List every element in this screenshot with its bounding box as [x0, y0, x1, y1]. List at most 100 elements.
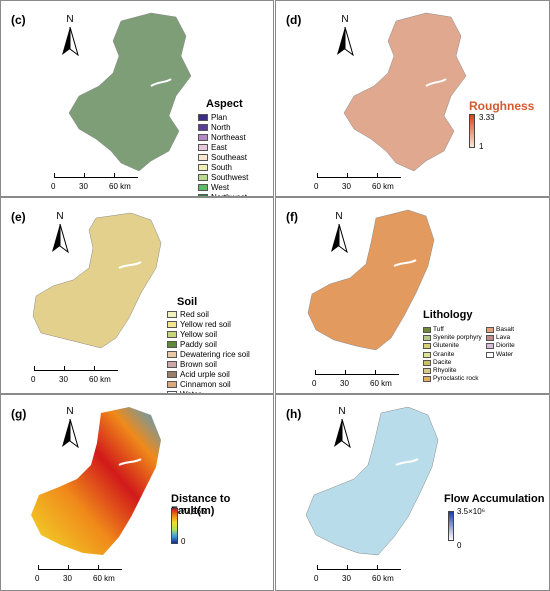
panel-label: (e)	[11, 210, 26, 224]
panel-label: (h)	[286, 407, 302, 421]
scale-label-30: 30	[340, 379, 349, 388]
panel-label: (d)	[286, 13, 302, 27]
legend-swatch	[167, 321, 177, 328]
panel-c-aspect: (c) N Aspect 0 30 60 km Plan North Northea…	[0, 0, 274, 197]
legend-label: Cinnamon soil	[180, 380, 231, 389]
aspect-map	[68, 12, 192, 172]
roughness-min: 1	[479, 142, 484, 151]
distance-max: 77,965	[181, 507, 206, 516]
legend-label: Granite	[433, 350, 455, 358]
scale-bar: 0 30 60 km	[314, 173, 404, 196]
legend-swatch	[167, 351, 177, 358]
north-label: N	[66, 14, 74, 25]
scale-label-60: 60 km	[89, 375, 111, 384]
north-label: N	[335, 211, 343, 222]
legend-title: Roughness	[469, 99, 535, 113]
panel-g-distance-to-fault: (g) N Distance to Fault(m) 77,965 0 0 30…	[0, 394, 274, 591]
legend-label: Northeast	[211, 133, 246, 142]
distance-min: 0	[181, 537, 186, 546]
panel-e-soil: (e) N Soil 0 30 60 km Red soil Yellow red…	[0, 197, 274, 394]
panel-label: (c)	[11, 13, 26, 27]
legend-label: Basalt	[496, 326, 515, 333]
north-arrow-icon: N	[59, 14, 81, 61]
legend-swatch	[167, 361, 177, 368]
legend-swatch	[198, 124, 208, 131]
roughness-gradient	[469, 114, 475, 148]
legend-label: Southeast	[211, 153, 248, 162]
panel-label: (g)	[11, 407, 27, 421]
legend-swatch	[198, 134, 208, 141]
legend-swatch	[198, 114, 208, 121]
legend-label: Dewatering rice soil	[180, 350, 250, 359]
legend-swatch	[167, 391, 177, 393]
legend-label: Brown soil	[180, 360, 217, 369]
legend-swatch	[423, 335, 431, 342]
legend-swatch	[423, 376, 431, 383]
north-arrow-icon: N	[334, 14, 356, 61]
scale-label-30: 30	[342, 182, 351, 191]
legend-swatch	[486, 343, 494, 350]
legend-label: Acid urple soil	[180, 370, 230, 379]
scale-label-60: 60 km	[372, 182, 394, 191]
legend-label: Plan	[211, 113, 228, 122]
distance-to-fault-map	[31, 407, 161, 555]
legend-label: Lava	[496, 334, 511, 342]
scale-bar: 0 30 60 km	[31, 366, 121, 392]
scale-label-0: 0	[314, 574, 319, 583]
scale-bar: 0 30 60 km	[51, 173, 141, 196]
scale-label-30: 30	[63, 574, 72, 583]
roughness-max: 3.33	[479, 113, 495, 122]
legend-swatch	[423, 368, 431, 374]
scale-label-0: 0	[314, 182, 319, 191]
scale-bar: 0 30 60 km	[35, 565, 125, 590]
legend-label: Glutenite	[433, 342, 460, 350]
north-label: N	[338, 406, 346, 417]
legend-swatch	[167, 341, 177, 348]
north-label: N	[66, 406, 74, 417]
legend-swatch	[486, 335, 494, 342]
flow-min: 0	[457, 541, 462, 550]
legend-label: Yellow red soil	[180, 320, 231, 329]
scale-label-30: 30	[342, 574, 351, 583]
scale-label-60: 60 km	[109, 182, 131, 191]
north-arrow-icon: N	[49, 211, 71, 258]
legend-label: Red soil	[180, 310, 209, 319]
scale-label-0: 0	[31, 375, 36, 384]
legend-swatch	[486, 327, 494, 333]
legend-swatch	[167, 371, 177, 378]
legend-label: Southwest	[211, 173, 249, 182]
legend-label: South	[211, 163, 232, 172]
scale-bar: 0 30 60 km	[312, 370, 402, 393]
legend-label: Diorite	[496, 342, 515, 350]
legend-label: West	[211, 183, 230, 192]
legend-swatch	[167, 331, 177, 338]
scale-label-60: 60 km	[93, 574, 115, 583]
legend-title: Soil	[177, 296, 198, 308]
legend-swatch	[198, 174, 208, 181]
legend-swatch	[198, 184, 208, 191]
north-arrow-icon: N	[328, 211, 350, 258]
legend-swatch	[423, 343, 431, 350]
north-arrow-icon: N	[59, 406, 81, 453]
study-area-shape	[32, 212, 162, 349]
distance-gradient	[171, 508, 178, 544]
north-arrow-icon: N	[331, 406, 353, 453]
flow-accumulation-map	[305, 406, 439, 556]
panel-f-lithology: (f) N Lithology 0 30 60 km Tuff Syenite p…	[275, 197, 550, 394]
legend-label: Tuff	[433, 326, 444, 333]
scale-label-60: 60 km	[372, 574, 394, 583]
legend-label: North	[211, 123, 231, 132]
scale-label-0: 0	[51, 182, 56, 191]
study-area-shape	[68, 12, 192, 172]
legend-title: Lithology	[423, 309, 473, 321]
scale-bar: 0 30 60 km	[314, 565, 404, 590]
legend-title: Distance to Fault(m)	[171, 493, 231, 517]
legend-label: Water	[496, 350, 514, 358]
legend-label: Northwest	[211, 193, 247, 196]
study-area-shape	[307, 209, 435, 351]
legend-label: Rhyolite	[433, 367, 457, 374]
legend-swatch	[423, 327, 431, 333]
legend-swatch	[198, 164, 208, 171]
legend-label: East	[211, 143, 228, 152]
legend-label: Syenite porphyry	[433, 334, 482, 342]
